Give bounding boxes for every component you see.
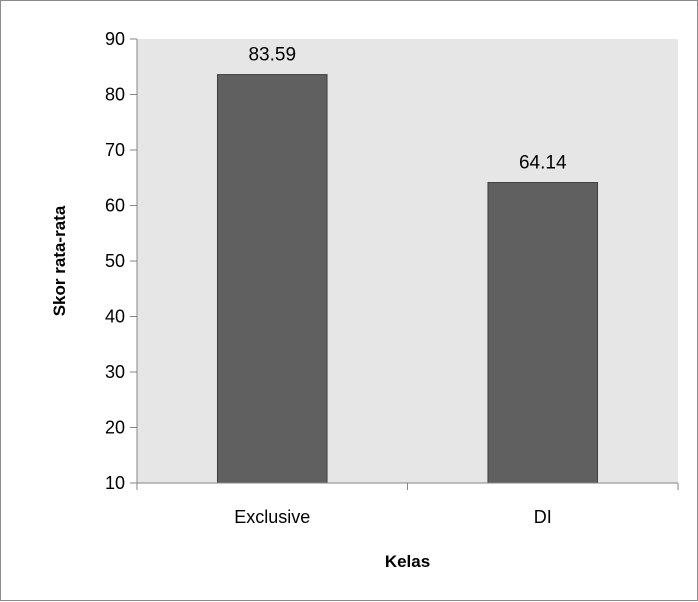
- y-tick-label: 30: [105, 362, 125, 382]
- x-tick-label: DI: [534, 507, 552, 527]
- y-tick-label: 60: [105, 196, 125, 216]
- y-tick-label: 40: [105, 307, 125, 327]
- y-tick-label: 90: [105, 29, 125, 49]
- data-label: 64.14: [519, 153, 567, 174]
- x-tick-label: Exclusive: [234, 507, 310, 527]
- bar-exclusive: [216, 74, 328, 484]
- y-tick-label: 10: [105, 473, 125, 493]
- data-label: 83.59: [248, 45, 296, 66]
- y-tick-label: 80: [105, 85, 125, 105]
- y-axis-title: Skor rata-rata: [50, 205, 69, 316]
- y-tick-label: 20: [105, 418, 125, 438]
- y-tick-label: 50: [105, 251, 125, 271]
- bar-di: [487, 182, 599, 484]
- y-tick-label: 70: [105, 140, 125, 160]
- x-axis-title: Kelas: [385, 552, 430, 571]
